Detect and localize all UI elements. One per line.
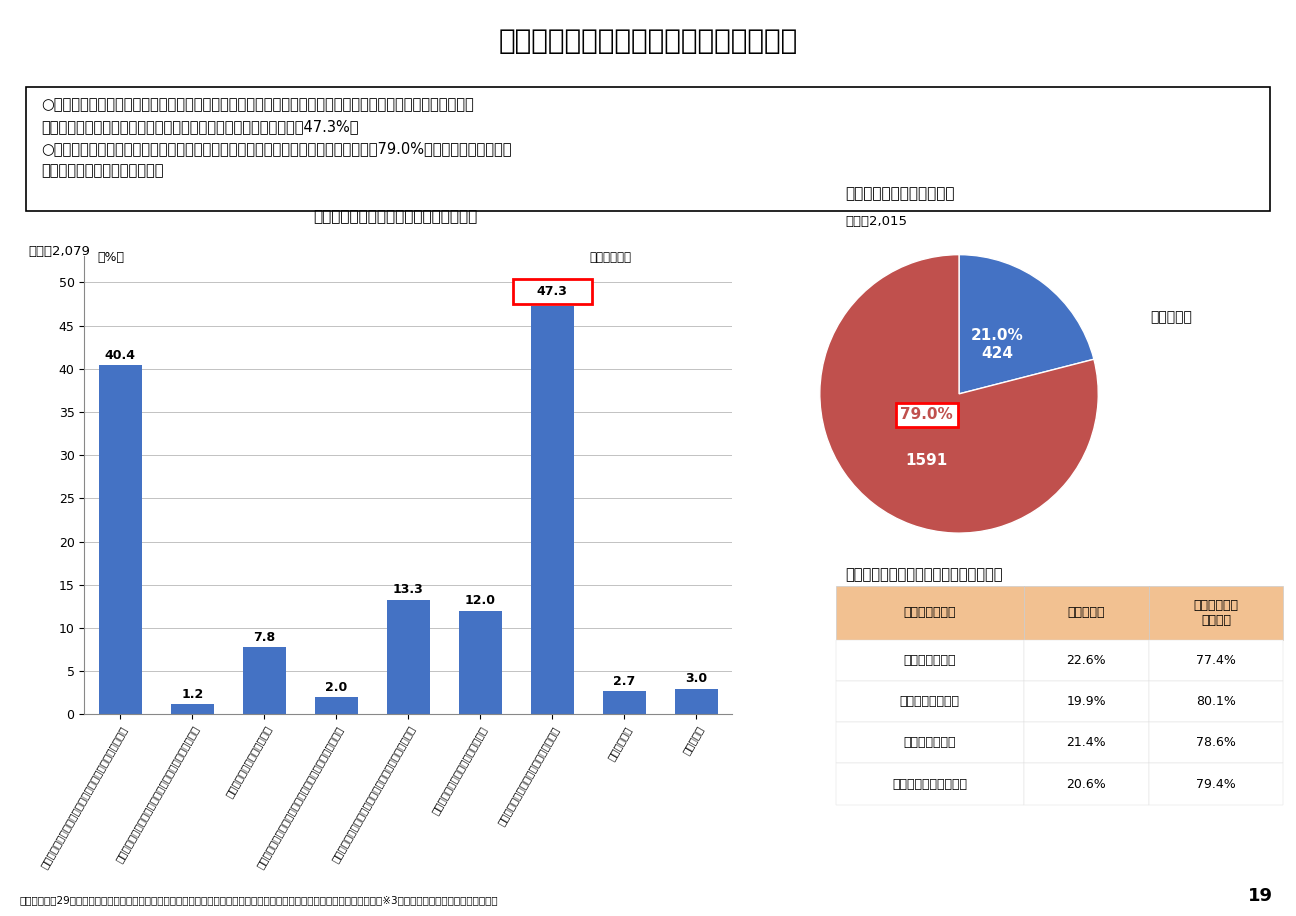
Text: パートタイム就労: パートタイム就労	[899, 695, 960, 708]
Wedge shape	[959, 255, 1094, 394]
Text: 通所介護の延長サービスの利用ニーズ等: 通所介護の延長サービスの利用ニーズ等	[499, 27, 797, 55]
Bar	[675, 689, 718, 714]
Bar	[1148, 763, 1283, 805]
Bar	[603, 692, 645, 714]
Text: （%）: （%）	[97, 251, 124, 264]
Bar	[1148, 639, 1283, 681]
Text: 【出典】平成29年度老人保健事業推進費等補助金老人保健健康増進等事業「通所介護に関する調査研究事業」（中間集計値）　※3つのグラフ・表とも無回答を除く。: 【出典】平成29年度老人保健事業推進費等補助金老人保健健康増進等事業「通所介護に…	[19, 895, 498, 905]
Bar	[1024, 639, 1148, 681]
Text: 【就労状況別の延長サービスのニーズ】: 【就労状況別の延長サービスのニーズ】	[845, 567, 1003, 582]
Text: 7.8: 7.8	[253, 630, 275, 644]
Text: 78.6%: 78.6%	[1196, 736, 1236, 749]
Bar	[836, 586, 1024, 639]
Bar	[459, 611, 502, 714]
Text: 利用したいと
思わない: 利用したいと 思わない	[1194, 599, 1239, 627]
Text: 利用したいと思わない: 利用したいと思わない	[848, 595, 932, 610]
Bar	[1024, 763, 1148, 805]
Text: 77.4%: 77.4%	[1196, 654, 1236, 667]
Text: フルタイム就労: フルタイム就労	[903, 654, 956, 667]
Text: 3.0: 3.0	[686, 672, 708, 685]
Text: 利用したい: 利用したい	[1151, 311, 1192, 324]
Bar	[386, 600, 430, 714]
Text: 仕事には就いていない: 仕事には就いていない	[893, 778, 967, 791]
Text: 20.6%: 20.6%	[1067, 778, 1107, 791]
Bar	[242, 647, 286, 714]
Text: 19: 19	[1248, 887, 1273, 905]
Text: 12.0: 12.0	[465, 594, 496, 607]
Bar	[1148, 681, 1283, 722]
Text: 1.2: 1.2	[181, 688, 203, 701]
FancyBboxPatch shape	[513, 279, 592, 304]
Text: 【延長サービスのニーズ】: 【延長サービスのニーズ】	[845, 187, 954, 202]
Bar	[1024, 681, 1148, 722]
Text: 自営、個人経営: 自営、個人経営	[903, 736, 956, 749]
Wedge shape	[820, 255, 1098, 533]
Bar	[1024, 586, 1148, 639]
Text: 22.6%: 22.6%	[1067, 654, 1105, 667]
Text: 2.0: 2.0	[325, 681, 347, 693]
Text: 総数＝2,079: 総数＝2,079	[29, 245, 91, 258]
Text: 【延長サービスを利用していない理由】: 【延長サービスを利用していない理由】	[314, 210, 477, 224]
Text: 利用したい: 利用したい	[1068, 606, 1105, 619]
Text: 79.0%: 79.0%	[901, 408, 953, 422]
Text: 80.1%: 80.1%	[1196, 695, 1236, 708]
Text: 13.3: 13.3	[393, 583, 424, 596]
Text: 79.4%: 79.4%	[1196, 778, 1236, 791]
Text: 1591: 1591	[906, 453, 947, 468]
Text: 21.4%: 21.4%	[1067, 736, 1105, 749]
Bar	[530, 306, 574, 714]
Bar	[1148, 586, 1283, 639]
Text: ○　通所介護利用者のうち、延長サービスを利用していない家族に対し、延長サービスを利用していない理由
　を尋ねたところ、「延長サービスを利用する必要がないため」が: ○ 通所介護利用者のうち、延長サービスを利用していない家族に対し、延長サービスを…	[41, 97, 512, 179]
Text: 21.0%
424: 21.0% 424	[971, 328, 1024, 361]
Bar	[315, 697, 358, 714]
Text: 40.4: 40.4	[105, 349, 136, 362]
Text: 2.7: 2.7	[613, 675, 635, 688]
Text: （複数回答）: （複数回答）	[590, 251, 631, 264]
Bar	[1024, 722, 1148, 763]
Text: 47.3: 47.3	[537, 286, 568, 299]
Bar	[836, 639, 1024, 681]
Bar	[836, 763, 1024, 805]
Bar	[836, 681, 1024, 722]
Text: 総数＝2,015: 総数＝2,015	[845, 215, 907, 228]
Text: 19.9%: 19.9%	[1067, 695, 1105, 708]
Bar	[171, 704, 214, 714]
Bar	[1148, 722, 1283, 763]
Text: 家族の就労状況: 家族の就労状況	[903, 606, 956, 619]
Bar	[98, 365, 141, 714]
Bar	[836, 722, 1024, 763]
